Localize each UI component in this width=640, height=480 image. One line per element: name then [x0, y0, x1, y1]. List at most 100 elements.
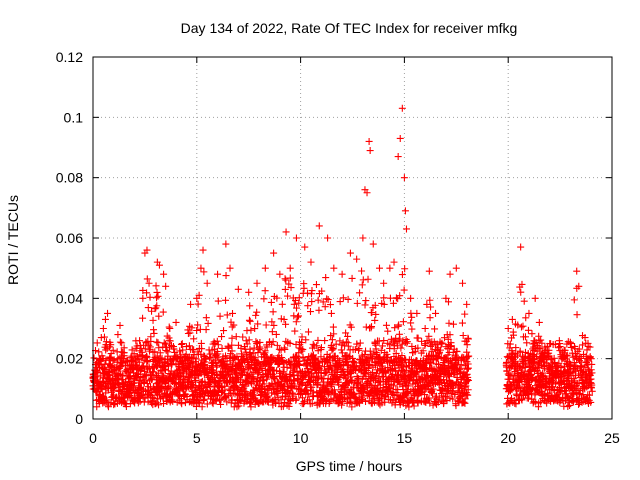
data-point [152, 282, 160, 290]
data-point [401, 207, 409, 215]
data-point [222, 240, 230, 248]
data-point [330, 330, 338, 338]
data-point [442, 294, 450, 302]
data-point [461, 395, 469, 403]
data-point [166, 337, 174, 345]
data-point [317, 366, 325, 374]
data-point [394, 153, 402, 161]
data-point [146, 293, 154, 301]
data-point [437, 340, 445, 348]
data-point [426, 314, 434, 322]
data-point [243, 340, 251, 348]
data-point [326, 301, 334, 309]
data-point [389, 299, 397, 307]
data-point [401, 265, 409, 273]
data-point [389, 382, 397, 390]
data-point [518, 396, 526, 404]
data-point [120, 349, 128, 357]
data-point [214, 270, 222, 278]
data-point [422, 340, 430, 348]
y-tick-label: 0.12 [56, 49, 83, 65]
data-point [504, 353, 512, 361]
data-point [391, 324, 399, 332]
data-point [372, 310, 380, 318]
data-point [369, 240, 377, 248]
data-point [519, 322, 527, 330]
data-point [368, 355, 376, 363]
data-point [426, 296, 434, 304]
data-point [277, 386, 285, 394]
data-point [166, 384, 174, 392]
data-point [459, 279, 467, 287]
data-point [268, 318, 276, 326]
data-point [128, 346, 136, 354]
data-point [362, 397, 370, 405]
data-point [434, 398, 442, 406]
data-point [399, 318, 407, 326]
data-point [202, 326, 210, 334]
data-point [314, 296, 322, 304]
data-point [182, 343, 190, 351]
data-point [368, 309, 376, 317]
data-point [307, 258, 315, 266]
data-point [300, 399, 308, 407]
data-point [193, 294, 201, 302]
data-point [190, 335, 198, 343]
data-point [299, 354, 307, 362]
data-point [270, 249, 278, 257]
data-point [145, 279, 153, 287]
data-point [403, 338, 411, 346]
data-point [214, 341, 222, 349]
data-point [170, 345, 178, 353]
data-point [512, 344, 520, 352]
data-point [410, 402, 418, 410]
data-point [272, 330, 280, 338]
data-point [251, 325, 259, 333]
data-point [380, 294, 388, 302]
data-point [587, 398, 595, 406]
data-point [273, 341, 281, 349]
data-point [322, 274, 330, 282]
data-point [101, 315, 109, 323]
data-point [555, 344, 563, 352]
chart-title: Day 134 of 2022, Rate Of TEC Index for r… [181, 20, 518, 36]
data-point [268, 381, 276, 389]
plot-frame [92, 56, 613, 420]
data-point [144, 357, 152, 365]
data-point [459, 331, 467, 339]
data-point [134, 355, 142, 363]
data-point [421, 325, 429, 332]
data-point [408, 342, 416, 350]
data-point [508, 315, 516, 323]
data-point [396, 292, 404, 300]
data-point [382, 369, 390, 377]
data-point [308, 370, 316, 378]
data-point [295, 294, 303, 302]
data-point [131, 379, 139, 387]
data-point [515, 382, 523, 390]
data-point [407, 356, 415, 364]
data-point [358, 281, 366, 289]
data-point [375, 264, 383, 272]
data-point [110, 367, 118, 375]
data-point [408, 325, 416, 333]
data-point [308, 298, 316, 306]
data-point [564, 403, 572, 411]
data-point [218, 344, 226, 352]
data-point [99, 325, 107, 332]
data-point [300, 284, 308, 292]
data-point [425, 394, 433, 402]
data-point [464, 376, 472, 384]
data-point [423, 300, 431, 308]
data-point [329, 323, 337, 331]
data-point [154, 292, 162, 300]
data-point [93, 339, 101, 347]
data-point [567, 343, 575, 351]
data-point [464, 364, 472, 372]
data-point [116, 338, 124, 346]
y-tick-label: 0.04 [56, 290, 83, 306]
data-point [140, 362, 148, 370]
data-point [263, 343, 271, 351]
data-point [269, 308, 277, 316]
data-point [339, 367, 347, 375]
